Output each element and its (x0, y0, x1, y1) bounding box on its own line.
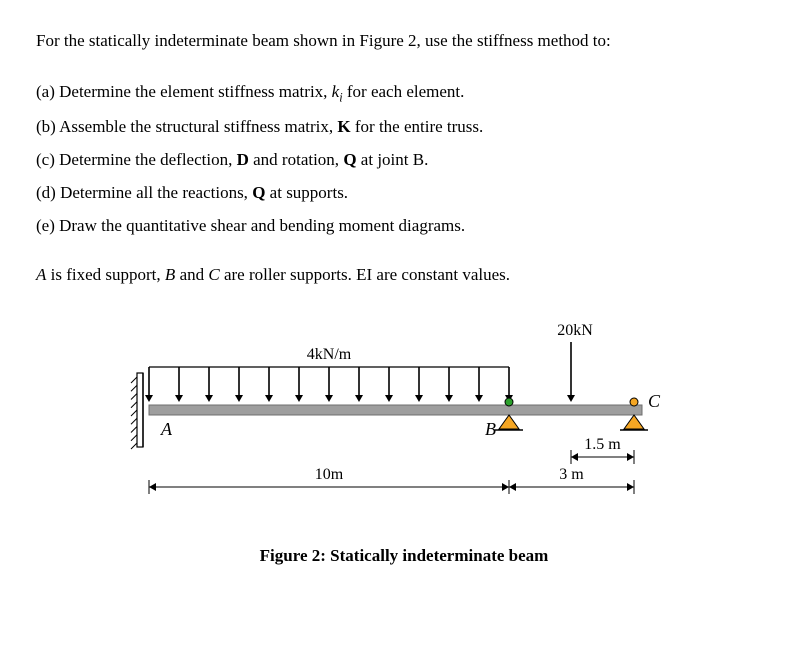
beam-diagram: 4kN/m 20kN A B C 10m 3 m1.5 m (104, 307, 704, 537)
item-d: (d) Determine all the reactions, Q at su… (36, 182, 772, 205)
item-b-pre: (b) Assemble the structural stiffness ma… (36, 117, 337, 136)
item-b: (b) Assemble the structural stiffness ma… (36, 116, 772, 139)
item-c-sym: D (237, 150, 249, 169)
note-a: A (36, 265, 46, 284)
svg-text:10m: 10m (315, 466, 344, 483)
svg-text:20kN: 20kN (557, 322, 593, 339)
item-a: (a) Determine the element stiffness matr… (36, 81, 772, 106)
item-c: (c) Determine the deflection, D and rota… (36, 149, 772, 172)
item-c-mid: and rotation, (249, 150, 343, 169)
question-list: (a) Determine the element stiffness matr… (36, 81, 772, 238)
note-t3: are roller supports. EI are constant val… (220, 265, 510, 284)
svg-text:A: A (160, 419, 173, 439)
figure-caption: Figure 2: Statically indeterminate beam (36, 545, 772, 568)
note-b: B (165, 265, 175, 284)
note-t1: is fixed support, (46, 265, 165, 284)
item-a-pre: (a) Determine the element stiffness matr… (36, 82, 332, 101)
item-c-pre: (c) Determine the deflection, (36, 150, 237, 169)
item-d-sym: Q (252, 183, 265, 202)
support-note: A is fixed support, B and C are roller s… (36, 264, 772, 287)
intro-text: For the statically indeterminate beam sh… (36, 30, 772, 53)
svg-text:3 m: 3 m (559, 466, 584, 483)
item-a-suf: for each element. (343, 82, 465, 101)
item-c-suf: at joint B. (357, 150, 429, 169)
note-t2: and (175, 265, 208, 284)
svg-text:1.5 m: 1.5 m (584, 436, 621, 453)
figure-wrap: 4kN/m 20kN A B C 10m 3 m1.5 m Figure 2: Static… (36, 307, 772, 568)
item-e: (e) Draw the quantitative shear and bend… (36, 215, 772, 238)
note-c: C (208, 265, 219, 284)
svg-text:B: B (485, 419, 496, 439)
item-d-pre: (d) Determine all the reactions, (36, 183, 252, 202)
item-e-pre: (e) Draw the quantitative shear and bend… (36, 216, 465, 235)
svg-text:4kN/m: 4kN/m (307, 346, 352, 363)
item-b-sym: K (337, 117, 350, 136)
item-d-suf: at supports. (265, 183, 348, 202)
item-b-suf: for the entire truss. (351, 117, 484, 136)
svg-text:C: C (648, 391, 661, 411)
item-c-sym2: Q (343, 150, 356, 169)
